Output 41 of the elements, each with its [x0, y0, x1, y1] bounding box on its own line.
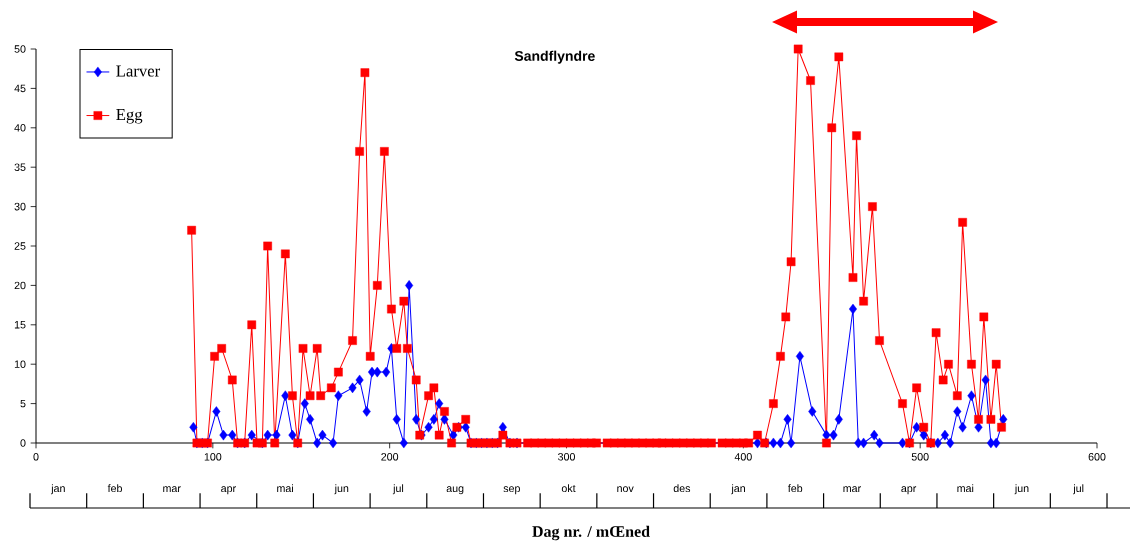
category-label: aug [446, 486, 464, 495]
chart-title: Sandflyndre [514, 50, 595, 64]
y-tick-label: 0 [20, 439, 26, 447]
category-label: mar [163, 486, 181, 493]
category-label: mai [957, 484, 974, 493]
x-tick-label: 600 [1088, 453, 1106, 461]
y-tick-label: 45 [14, 84, 26, 93]
category-label: jun [1014, 484, 1029, 495]
y-tick-label: 30 [14, 202, 26, 211]
y-tick-label: 15 [14, 321, 26, 329]
category-label: des [673, 484, 691, 493]
category-label: nov [617, 486, 634, 493]
y-tick-label: 35 [14, 163, 26, 171]
y-tick-label: 50 [14, 45, 26, 53]
x-tick-label: 100 [204, 453, 222, 461]
x-axis-title: Dag nr. / mŒned [532, 525, 650, 541]
category-label: okt [561, 484, 576, 493]
category-label: mar [843, 486, 861, 493]
y-tick-label: 5 [20, 399, 26, 408]
category-label: feb [107, 484, 122, 493]
category-label: jan [50, 484, 65, 495]
category-label: mai [277, 484, 293, 493]
category-label: jul [392, 484, 404, 495]
category-label: jul [1073, 484, 1084, 495]
category-label: apr [901, 486, 917, 495]
y-tick-label: 25 [14, 242, 26, 250]
legend-label: Egg [116, 109, 143, 124]
y-tick-label: 10 [14, 360, 26, 368]
y-tick-label: 40 [14, 124, 26, 132]
x-tick-label: 500 [911, 453, 929, 461]
category-label: feb [787, 484, 803, 493]
category-label: jun [334, 484, 349, 495]
category-label: jan [731, 484, 745, 495]
category-label: apr [221, 486, 236, 495]
y-tick-label: 20 [14, 281, 26, 290]
x-tick-label: 0 [33, 453, 39, 461]
category-label: sep [503, 486, 520, 495]
x-tick-label: 400 [734, 453, 752, 461]
x-tick-label: 200 [381, 453, 399, 461]
x-tick-label: 300 [558, 453, 575, 461]
legend-label: Larver [116, 65, 161, 77]
